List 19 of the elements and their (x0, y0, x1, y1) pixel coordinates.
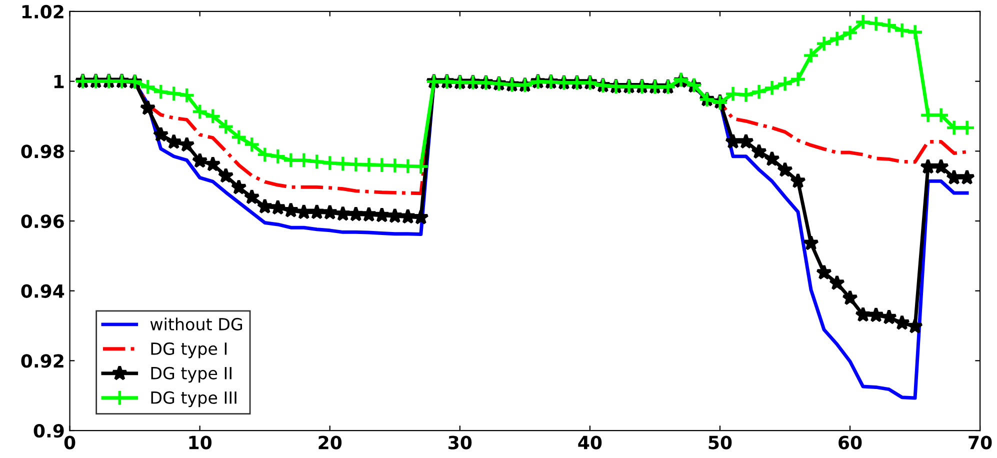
x-tick-label: 70 (968, 436, 992, 450)
y-tick-label: 0.92 (21, 354, 64, 368)
x-tick-label: 10 (189, 436, 212, 450)
y-tick-label: 0.94 (21, 284, 64, 298)
y-tick-label: 0.9 (34, 424, 64, 438)
legend-label: DG type I (151, 342, 227, 358)
x-tick-label: 40 (578, 436, 602, 450)
y-tick-label: 0.98 (21, 144, 64, 158)
legend-label: DG type II (151, 366, 232, 383)
legend-label: without DG (150, 318, 242, 331)
x-tick-label: 50 (708, 436, 732, 450)
y-tick-label: 0.96 (21, 214, 64, 228)
legend-label: DG type III (151, 391, 236, 408)
y-tick-label: 1.02 (22, 4, 64, 19)
x-tick-label: 30 (448, 436, 472, 450)
x-tick-label: 60 (838, 436, 862, 450)
x-tick-label: 20 (318, 436, 342, 450)
y-tick-label: 1 (54, 74, 64, 88)
x-tick-label: 0 (64, 436, 76, 450)
